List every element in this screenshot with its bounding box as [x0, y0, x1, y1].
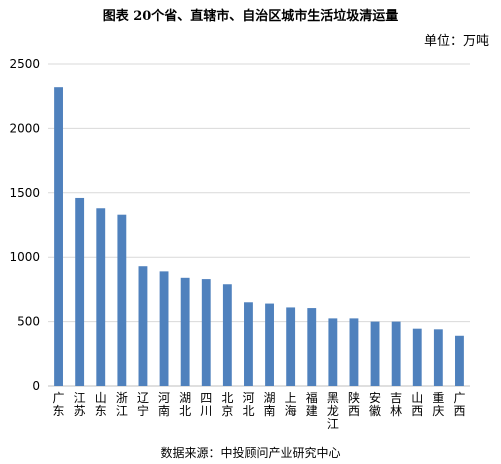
y-tick-label: 0 — [32, 379, 40, 393]
bar-黑龙江 — [328, 318, 338, 386]
x-tick-label: 河南 — [158, 391, 170, 418]
bar-浙江 — [117, 214, 127, 386]
bar-安徽 — [370, 321, 380, 386]
x-tick-label: 浙江 — [116, 391, 128, 418]
x-tick-label: 湖北 — [179, 390, 191, 418]
y-tick-label: 2000 — [9, 121, 40, 135]
y-tick-label: 1000 — [9, 250, 40, 264]
chart-title: 图表 20个省、直辖市、自治区城市生活垃圾清运量 — [102, 9, 399, 24]
x-tick-label: 四川 — [200, 391, 212, 418]
unit-label: 单位：万吨 — [423, 34, 489, 49]
x-tick-label: 北京 — [221, 391, 233, 418]
x-tick-label: 辽宁 — [137, 391, 149, 418]
x-tick-label: 重庆 — [432, 391, 444, 418]
x-tick-label: 上海 — [285, 391, 297, 418]
bar-吉林 — [391, 321, 401, 386]
x-tick-label: 广西 — [453, 391, 465, 418]
y-tick-label: 500 — [17, 315, 40, 329]
bar-广东 — [54, 87, 63, 387]
bar-湖北 — [180, 277, 190, 386]
gridlines — [48, 63, 470, 387]
bars — [54, 87, 464, 387]
y-tick-label: 1500 — [9, 186, 40, 200]
bar-湖南 — [265, 303, 274, 386]
x-tick-label: 河北 — [242, 391, 254, 418]
bar-广西 — [455, 335, 464, 386]
y-axis-ticks: 0 500 1000 1500 2000 2500 — [9, 57, 40, 393]
x-tick-label: 山东 — [95, 391, 107, 418]
x-tick-label: 江苏 — [74, 391, 86, 418]
bar-北京 — [222, 284, 232, 386]
bar-陕西 — [349, 318, 359, 386]
x-tick-label: 湖南 — [264, 390, 276, 418]
x-tick-label: 陕西 — [348, 390, 360, 418]
x-tick-label: 广东 — [53, 391, 65, 418]
bar-河南 — [159, 271, 169, 386]
bar-河北 — [244, 302, 253, 386]
x-tick-label: 安徽 — [369, 390, 381, 418]
x-tick-label: 黑龙江 — [327, 391, 339, 431]
data-source: 数据来源：中投顾问产业研究中心 — [160, 446, 341, 460]
bar-辽宁 — [138, 266, 148, 386]
bar-福建 — [307, 308, 317, 386]
x-tick-label: 福建 — [306, 390, 318, 418]
bar-山西 — [412, 328, 422, 386]
bar-上海 — [286, 307, 296, 386]
bar-重庆 — [433, 329, 443, 386]
x-tick-label: 吉林 — [390, 391, 402, 418]
bar-山东 — [96, 208, 106, 386]
x-axis-labels: 广东江苏山东浙江辽宁河南湖北四川北京河北湖南上海福建黑龙江陕西安徽吉林山西重庆广… — [53, 390, 466, 431]
bar-四川 — [201, 279, 211, 386]
y-tick-label: 2500 — [9, 57, 40, 71]
x-tick-label: 山西 — [411, 391, 423, 418]
bar-江苏 — [75, 197, 85, 386]
